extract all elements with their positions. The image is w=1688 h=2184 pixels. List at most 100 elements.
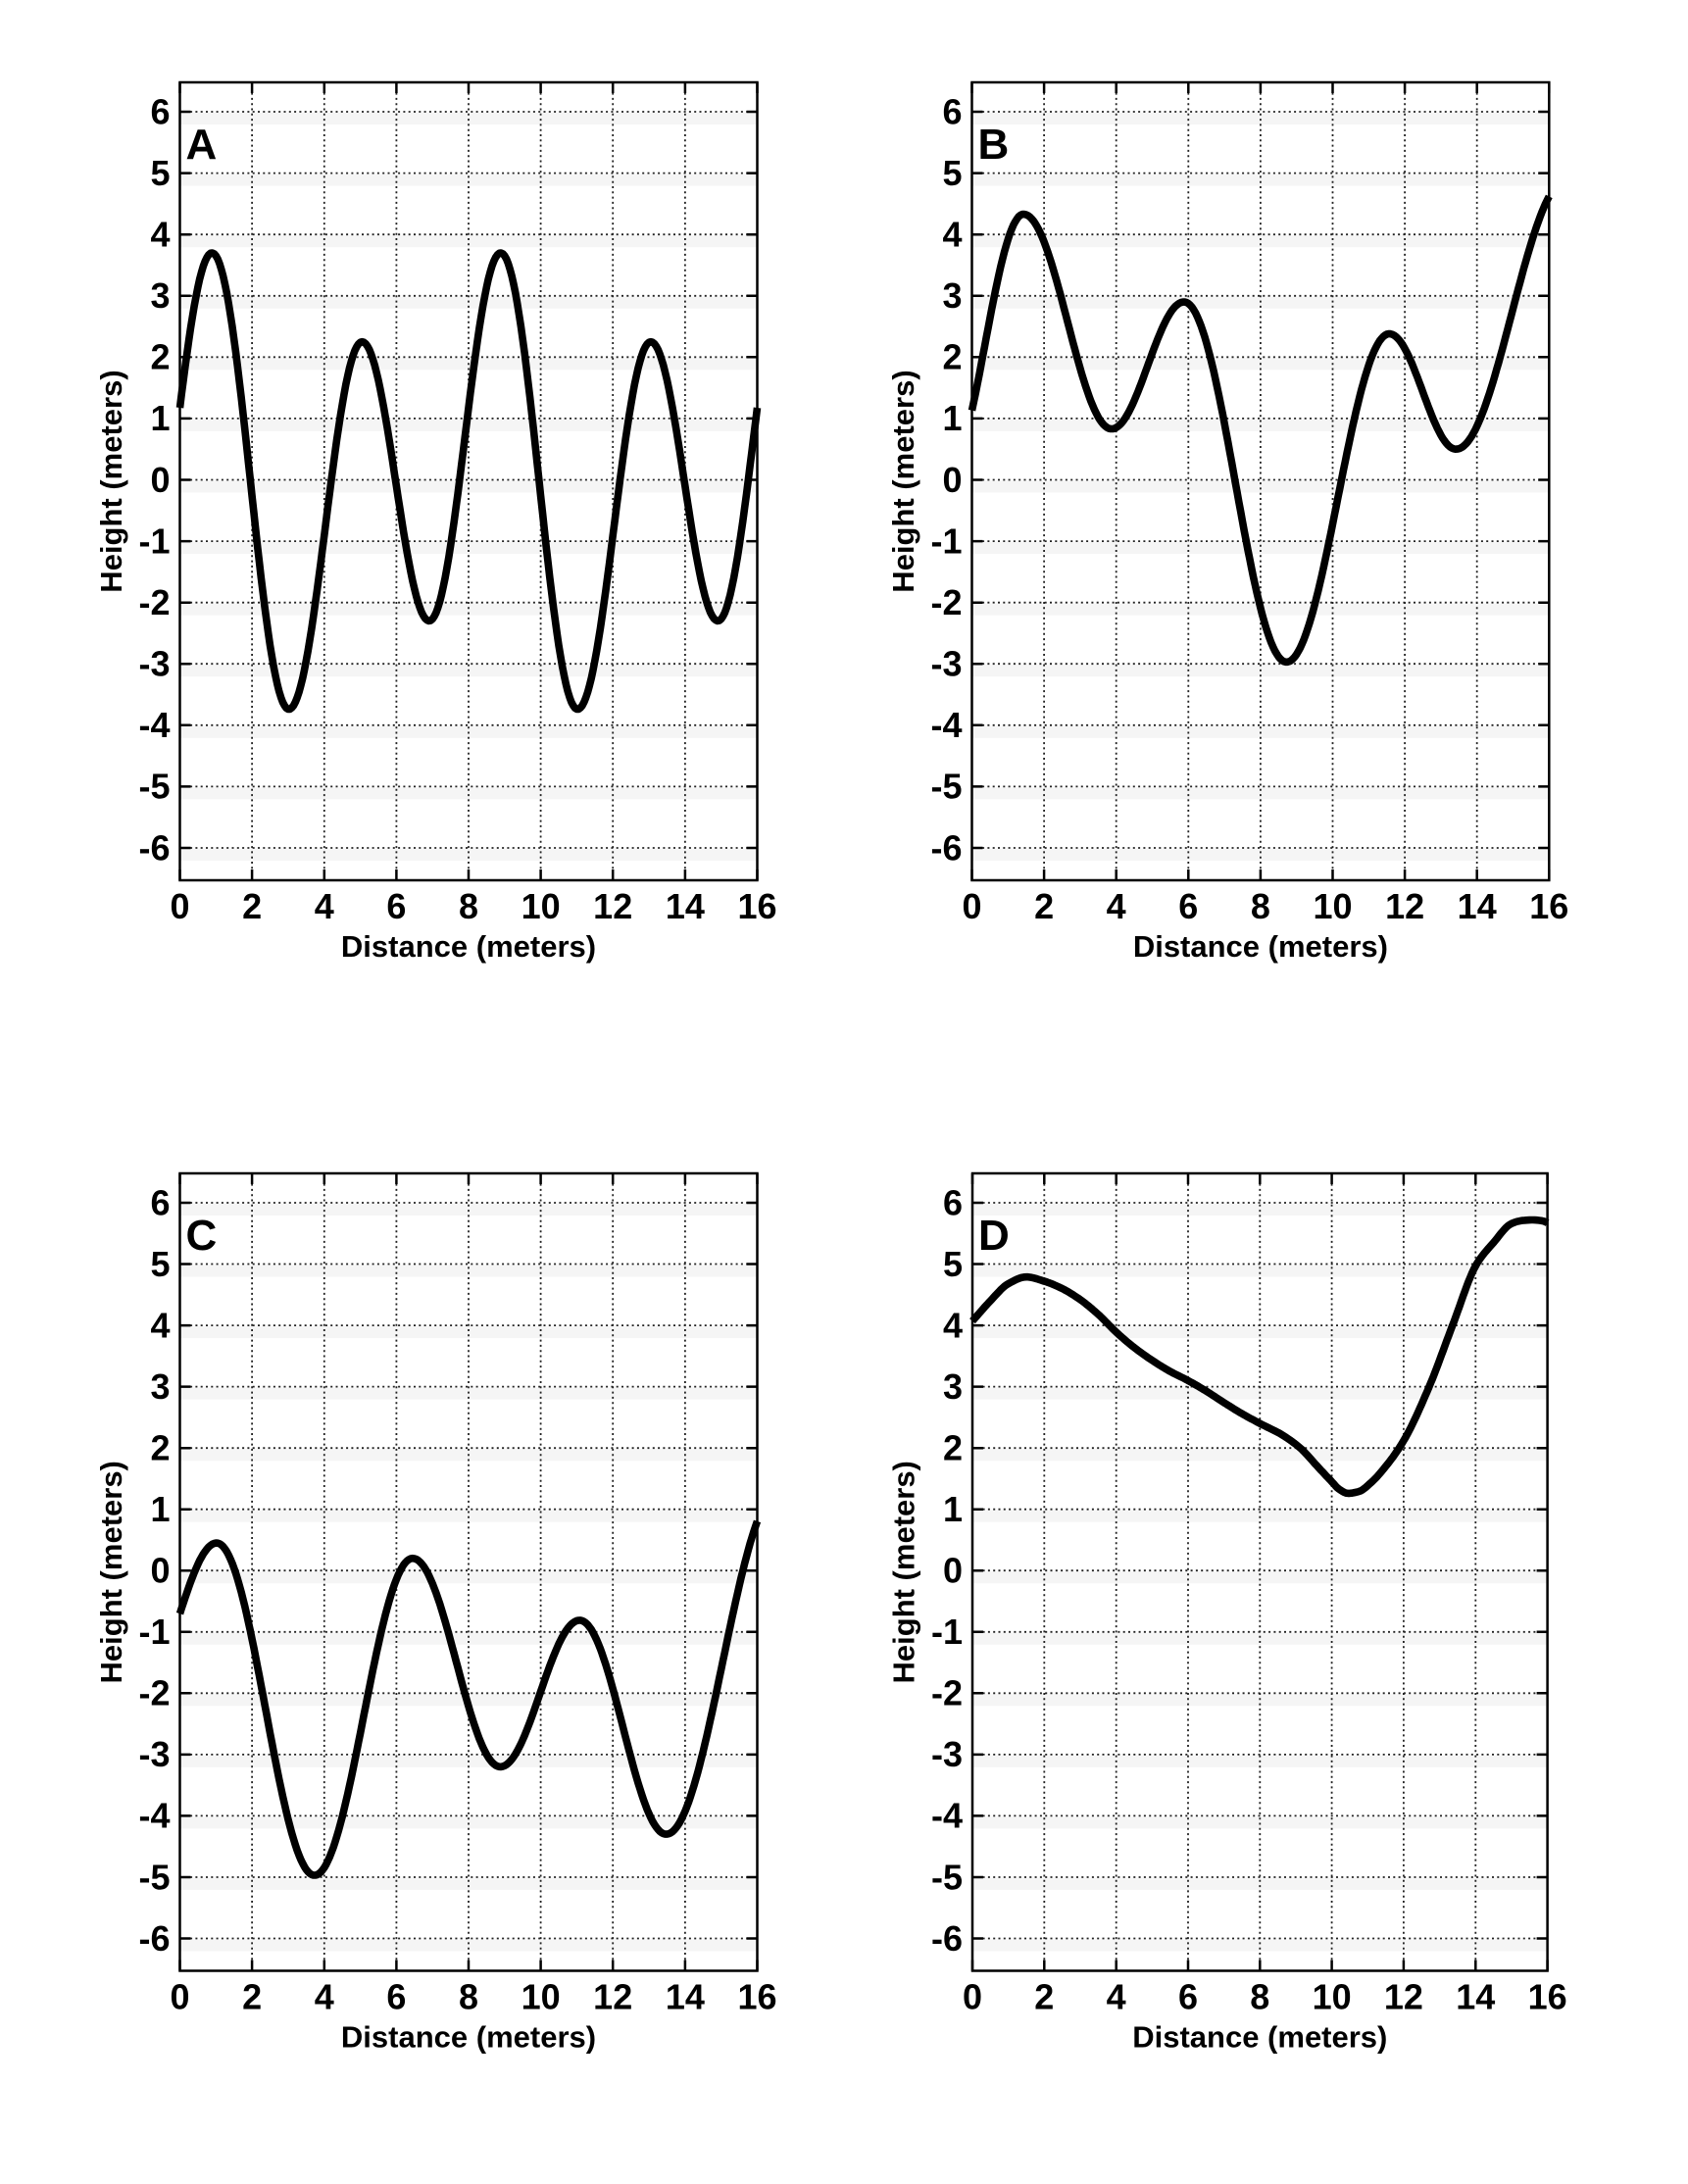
svg-text:-5: -5 [138, 767, 170, 807]
svg-text:Height (meters): Height (meters) [94, 1461, 128, 1683]
svg-text:-3: -3 [138, 644, 170, 684]
svg-text:8: 8 [1250, 1977, 1269, 2017]
svg-text:-4: -4 [931, 1796, 963, 1836]
svg-text:-1: -1 [930, 521, 962, 561]
svg-text:3: 3 [942, 275, 962, 316]
svg-text:12: 12 [1385, 886, 1424, 926]
svg-text:14: 14 [666, 1977, 705, 2017]
svg-text:-4: -4 [138, 705, 170, 745]
svg-text:-5: -5 [931, 1857, 963, 1897]
svg-text:4: 4 [943, 1305, 963, 1345]
svg-text:8: 8 [459, 1977, 478, 2017]
svg-text:8: 8 [1251, 886, 1270, 926]
svg-text:14: 14 [1456, 1977, 1495, 2017]
svg-text:2: 2 [150, 337, 170, 377]
svg-text:Height (meters): Height (meters) [886, 370, 920, 592]
svg-text:0: 0 [963, 1977, 982, 2017]
svg-text:-2: -2 [138, 1673, 170, 1713]
svg-text:16: 16 [1529, 886, 1568, 926]
svg-text:4: 4 [315, 1977, 334, 2017]
svg-text:10: 10 [521, 886, 561, 926]
svg-text:4: 4 [150, 1305, 170, 1345]
svg-text:-5: -5 [930, 767, 962, 807]
svg-text:2: 2 [242, 886, 262, 926]
svg-text:0: 0 [150, 460, 170, 500]
svg-text:16: 16 [737, 1977, 776, 2017]
svg-text:1: 1 [150, 398, 170, 438]
svg-text:-4: -4 [930, 705, 962, 745]
svg-text:Distance (meters): Distance (meters) [341, 929, 596, 964]
svg-text:3: 3 [943, 1366, 963, 1407]
svg-text:10: 10 [521, 1977, 561, 2017]
svg-text:14: 14 [1458, 886, 1497, 926]
svg-text:D: D [978, 1212, 1010, 1260]
svg-text:-6: -6 [138, 827, 170, 868]
svg-text:Distance (meters): Distance (meters) [341, 2020, 596, 2055]
svg-text:6: 6 [150, 1182, 170, 1222]
svg-text:1: 1 [942, 398, 962, 438]
svg-text:-2: -2 [931, 1673, 963, 1713]
svg-text:14: 14 [666, 886, 705, 926]
svg-text:6: 6 [386, 886, 406, 926]
svg-text:-6: -6 [138, 1918, 170, 1959]
svg-text:-1: -1 [138, 1612, 170, 1652]
svg-text:1: 1 [943, 1489, 963, 1529]
svg-text:5: 5 [943, 1244, 963, 1284]
svg-text:Distance (meters): Distance (meters) [1132, 2020, 1387, 2055]
svg-text:0: 0 [170, 886, 189, 926]
svg-text:6: 6 [150, 91, 170, 131]
svg-text:-6: -6 [930, 827, 962, 868]
svg-text:4: 4 [1107, 886, 1126, 926]
svg-text:6: 6 [386, 1977, 406, 2017]
svg-text:3: 3 [150, 275, 170, 316]
svg-text:A: A [186, 121, 218, 169]
svg-text:2: 2 [242, 1977, 262, 2017]
svg-text:-2: -2 [138, 582, 170, 622]
svg-text:16: 16 [1528, 1977, 1567, 2017]
svg-text:10: 10 [1313, 1977, 1352, 2017]
svg-text:0: 0 [943, 1551, 963, 1591]
svg-text:16: 16 [737, 886, 776, 926]
svg-text:6: 6 [942, 91, 962, 131]
svg-text:4: 4 [942, 215, 962, 255]
svg-text:-4: -4 [138, 1796, 170, 1836]
svg-text:2: 2 [943, 1428, 963, 1468]
svg-text:-3: -3 [138, 1734, 170, 1774]
svg-text:Height (meters): Height (meters) [94, 370, 128, 592]
svg-text:1: 1 [150, 1489, 170, 1529]
svg-text:0: 0 [962, 886, 981, 926]
svg-text:3: 3 [150, 1366, 170, 1407]
svg-text:12: 12 [1384, 1977, 1423, 2017]
svg-text:-1: -1 [931, 1612, 963, 1652]
svg-text:2: 2 [150, 1428, 170, 1468]
svg-text:5: 5 [150, 153, 170, 193]
svg-text:2: 2 [1034, 1977, 1054, 2017]
svg-text:2: 2 [1034, 886, 1054, 926]
svg-text:0: 0 [170, 1977, 189, 2017]
svg-text:Height (meters): Height (meters) [887, 1461, 921, 1683]
svg-text:12: 12 [593, 1977, 632, 2017]
svg-text:5: 5 [150, 1244, 170, 1284]
svg-text:6: 6 [1178, 1977, 1198, 2017]
svg-text:-3: -3 [931, 1734, 963, 1774]
svg-text:-3: -3 [930, 644, 962, 684]
svg-text:B: B [978, 121, 1010, 169]
svg-text:10: 10 [1313, 886, 1352, 926]
svg-text:-6: -6 [931, 1918, 963, 1959]
svg-text:0: 0 [150, 1551, 170, 1591]
svg-text:2: 2 [942, 337, 962, 377]
svg-text:-5: -5 [138, 1857, 170, 1897]
svg-text:6: 6 [1178, 886, 1198, 926]
svg-text:4: 4 [1107, 1977, 1126, 2017]
svg-text:4: 4 [150, 215, 170, 255]
svg-text:5: 5 [942, 153, 962, 193]
svg-text:-2: -2 [930, 582, 962, 622]
svg-text:0: 0 [942, 460, 962, 500]
svg-text:C: C [186, 1212, 218, 1260]
svg-text:12: 12 [593, 886, 632, 926]
svg-text:-1: -1 [138, 521, 170, 561]
svg-text:6: 6 [943, 1182, 963, 1222]
svg-text:Distance (meters): Distance (meters) [1133, 929, 1388, 964]
svg-text:4: 4 [315, 886, 334, 926]
svg-text:8: 8 [459, 886, 478, 926]
